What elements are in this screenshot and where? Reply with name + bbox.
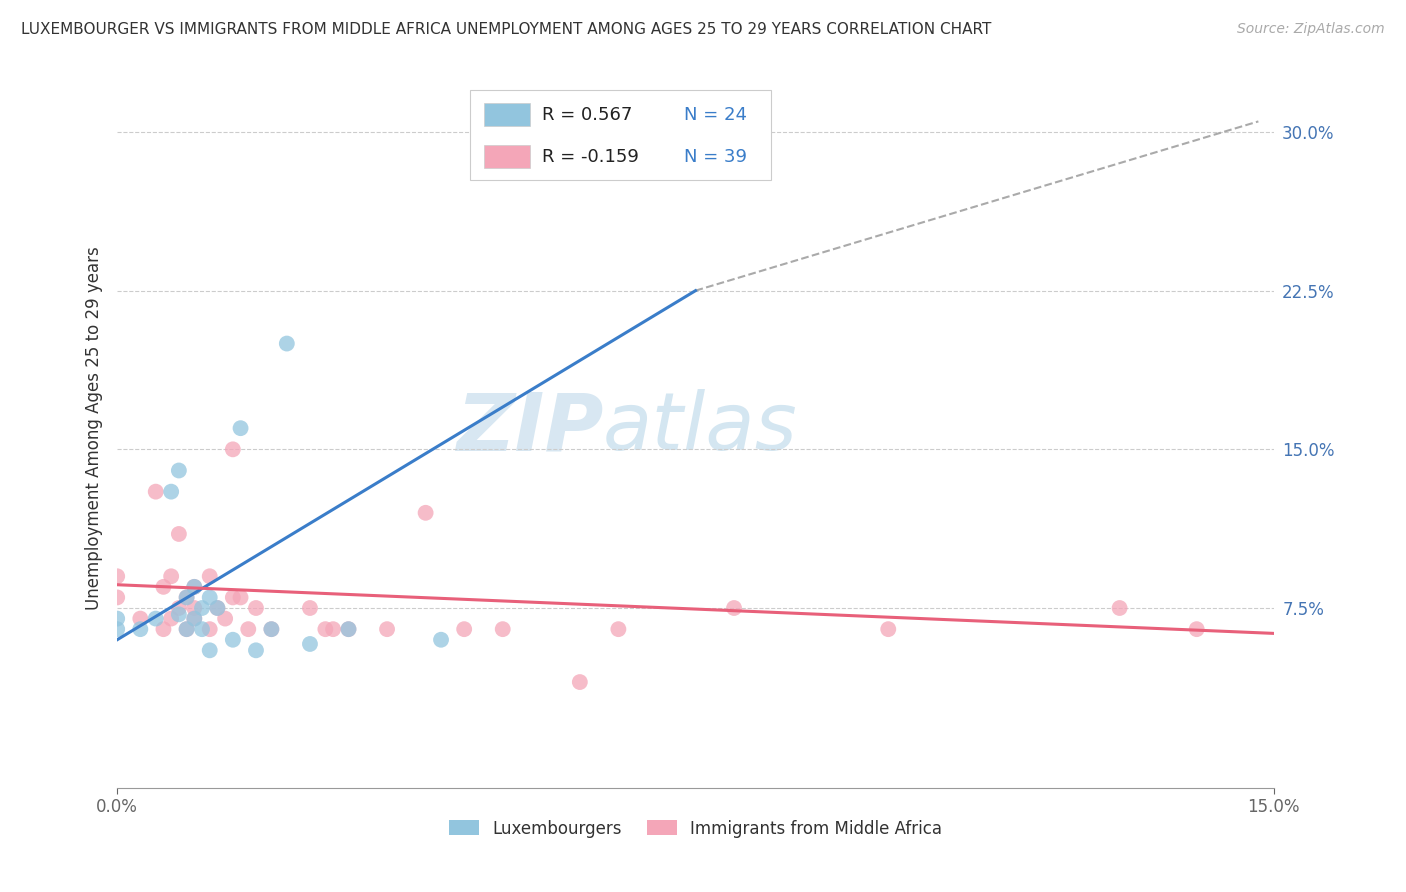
Point: [415, 506, 437, 520]
Point: [260, 622, 283, 636]
Point: [723, 601, 745, 615]
Point: [430, 632, 453, 647]
Point: [105, 591, 128, 605]
Point: [129, 611, 152, 625]
Point: [229, 591, 252, 605]
Point: [105, 611, 128, 625]
Point: [198, 569, 221, 583]
Text: R = -0.159: R = -0.159: [541, 148, 638, 166]
Point: [198, 643, 221, 657]
Text: N = 39: N = 39: [683, 148, 747, 166]
Point: [183, 601, 205, 615]
Point: [207, 601, 229, 615]
Legend: Luxembourgers, Immigrants from Middle Africa: Luxembourgers, Immigrants from Middle Af…: [443, 813, 949, 844]
Bar: [484, 145, 530, 168]
Point: [176, 591, 198, 605]
Point: [167, 601, 190, 615]
Point: [167, 527, 190, 541]
Point: [375, 622, 398, 636]
Point: [176, 622, 198, 636]
Point: [160, 569, 183, 583]
Point: [877, 622, 900, 636]
Point: [492, 622, 515, 636]
Text: Source: ZipAtlas.com: Source: ZipAtlas.com: [1237, 22, 1385, 37]
Point: [298, 637, 321, 651]
Point: [198, 622, 221, 636]
Point: [105, 569, 128, 583]
Point: [245, 601, 267, 615]
Point: [152, 622, 174, 636]
Text: LUXEMBOURGER VS IMMIGRANTS FROM MIDDLE AFRICA UNEMPLOYMENT AMONG AGES 25 TO 29 Y: LUXEMBOURGER VS IMMIGRANTS FROM MIDDLE A…: [21, 22, 991, 37]
Text: ZIP: ZIP: [456, 389, 603, 467]
Point: [214, 611, 236, 625]
Point: [276, 336, 298, 351]
Point: [160, 611, 183, 625]
Point: [322, 622, 344, 636]
Point: [568, 675, 591, 690]
Point: [160, 484, 183, 499]
Point: [191, 622, 214, 636]
Point: [145, 484, 167, 499]
FancyBboxPatch shape: [470, 90, 770, 180]
Point: [183, 580, 205, 594]
Point: [337, 622, 360, 636]
Point: [105, 622, 128, 636]
Text: R = 0.567: R = 0.567: [541, 106, 633, 124]
Point: [314, 622, 336, 636]
Point: [1108, 601, 1130, 615]
Bar: [484, 103, 530, 126]
Y-axis label: Unemployment Among Ages 25 to 29 years: Unemployment Among Ages 25 to 29 years: [86, 246, 103, 610]
Point: [167, 607, 190, 622]
Point: [260, 622, 283, 636]
Text: atlas: atlas: [603, 389, 797, 467]
Point: [183, 611, 205, 625]
Point: [183, 611, 205, 625]
Point: [129, 622, 152, 636]
Point: [176, 591, 198, 605]
Point: [1185, 622, 1208, 636]
Point: [222, 442, 245, 457]
Point: [207, 601, 229, 615]
Text: N = 24: N = 24: [683, 106, 747, 124]
Point: [167, 463, 190, 477]
Point: [607, 622, 630, 636]
Point: [183, 580, 205, 594]
Point: [337, 622, 360, 636]
Point: [145, 611, 167, 625]
Point: [238, 622, 260, 636]
Point: [198, 591, 221, 605]
Point: [191, 601, 214, 615]
Point: [245, 643, 267, 657]
Point: [229, 421, 252, 435]
Point: [453, 622, 475, 636]
Point: [222, 632, 245, 647]
Point: [298, 601, 321, 615]
Point: [222, 591, 245, 605]
Point: [176, 622, 198, 636]
Point: [152, 580, 174, 594]
